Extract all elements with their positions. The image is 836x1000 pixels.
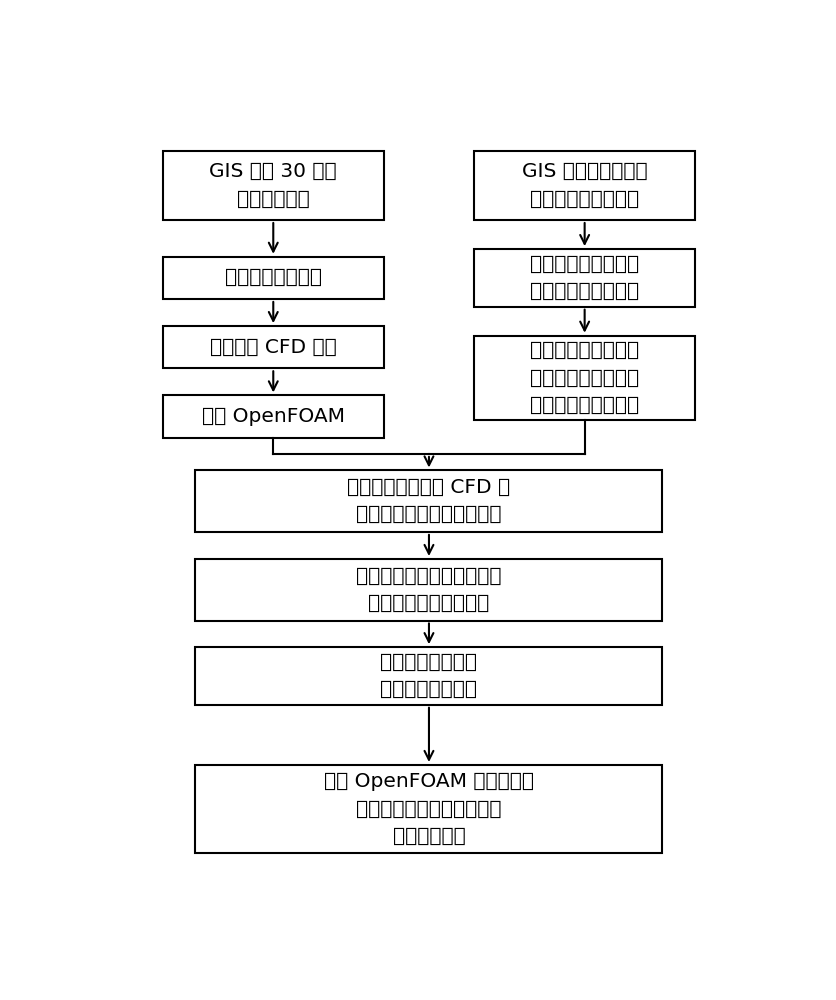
Bar bbox=[163, 257, 383, 299]
Bar bbox=[474, 151, 694, 220]
Bar bbox=[196, 765, 662, 853]
Bar bbox=[474, 249, 694, 307]
Bar bbox=[163, 326, 383, 368]
Text: 复杂地形 CFD 模型: 复杂地形 CFD 模型 bbox=[210, 338, 336, 357]
Text: 使用 OpenFOAM 进行计算，
获得更精确的复杂地形风场
特性模拟结果: 使用 OpenFOAM 进行计算， 获得更精确的复杂地形风场 特性模拟结果 bbox=[324, 772, 533, 846]
Bar bbox=[163, 395, 383, 438]
Text: GIS 获取 30 米分
辨率地形数据: GIS 获取 30 米分 辨率地形数据 bbox=[209, 162, 337, 209]
Bar bbox=[196, 647, 662, 705]
Bar bbox=[196, 470, 662, 532]
Text: 导入 OpenFOAM: 导入 OpenFOAM bbox=[201, 407, 344, 426]
Text: GIS 提取地表粗糙度
长度数据并进行处理: GIS 提取地表粗糙度 长度数据并进行处理 bbox=[521, 162, 647, 209]
Text: 插值得到复杂地形 CFD 模
型各处的地表覆盖植被高度: 插值得到复杂地形 CFD 模 型各处的地表覆盖植被高度 bbox=[347, 478, 510, 524]
Text: 三维平坦地形模型: 三维平坦地形模型 bbox=[225, 268, 321, 287]
Bar bbox=[196, 559, 662, 620]
Text: 计算地表覆盖植被在不同高
度处对风场的阻力系数: 计算地表覆盖植被在不同高 度处对风场的阻力系数 bbox=[356, 567, 501, 613]
Text: 添加阻力系数和地
表覆盖植被阻力项: 添加阻力系数和地 表覆盖植被阻力项 bbox=[380, 653, 477, 699]
Bar bbox=[163, 151, 383, 220]
Bar bbox=[474, 336, 694, 420]
Text: 地表粗糙度长度转换
为地表覆盖植被高度: 地表粗糙度长度转换 为地表覆盖植被高度 bbox=[529, 255, 639, 301]
Text: 使用最近邻点插值法
得到矩形分布地表覆
盖植被高度网格节点: 使用最近邻点插值法 得到矩形分布地表覆 盖植被高度网格节点 bbox=[529, 341, 639, 415]
